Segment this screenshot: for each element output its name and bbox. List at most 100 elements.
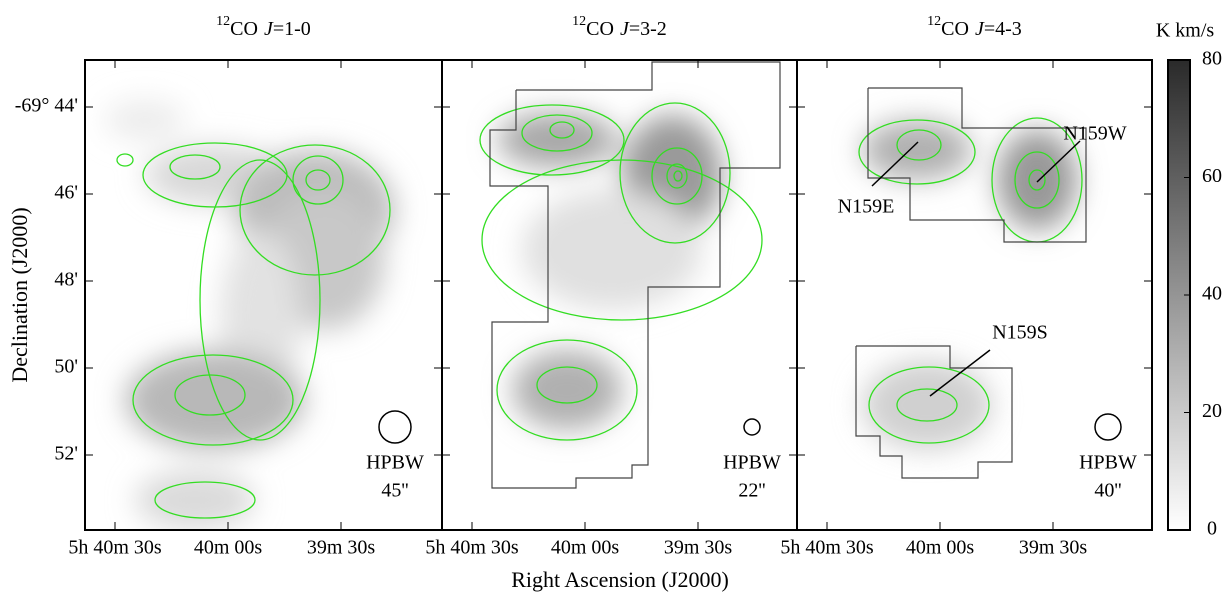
contour: [896, 388, 958, 422]
beam-label: HPBW: [1079, 452, 1137, 474]
beam-label: HPBW: [366, 452, 424, 474]
beam-size: 45'': [381, 480, 408, 502]
maps: [85, 60, 1152, 530]
coverage-outline: [489, 61, 781, 489]
emission-blob: [862, 120, 972, 180]
contour: [305, 169, 331, 191]
emission-blob: [522, 190, 702, 310]
map-panel: [442, 60, 797, 530]
contour: [666, 163, 688, 189]
y-tick-label: 52': [54, 443, 78, 465]
contour: [132, 354, 294, 446]
title-part: J: [620, 18, 630, 40]
map-panel: [797, 60, 1152, 530]
panel-title: 12CO J=1-0: [216, 14, 311, 39]
annotation: N159E: [838, 196, 895, 218]
contour: [619, 102, 731, 244]
y-tick-label: 48': [54, 269, 78, 291]
colorbar-tick-label: 20: [1202, 400, 1222, 422]
contour: [868, 366, 990, 444]
contour: [116, 153, 134, 167]
emission: [862, 120, 1077, 450]
coverage-outline: [867, 87, 1087, 243]
emission: [497, 112, 722, 430]
map-panel: [85, 60, 442, 530]
title-part: J: [975, 18, 985, 40]
contour: [536, 366, 598, 404]
x-tick-label: 40m 00s: [906, 537, 975, 559]
title-part: =1-0: [273, 18, 311, 40]
contour: [239, 144, 391, 276]
colorbar-tick-label: 60: [1202, 165, 1222, 187]
contour: [154, 481, 256, 519]
title-part: 12: [927, 14, 941, 29]
y-tick-label: 50': [54, 356, 78, 378]
beam: [743, 418, 761, 436]
colorbar-tick-label: 0: [1207, 518, 1217, 540]
beam: [1094, 413, 1122, 441]
x-tick-label: 40m 00s: [551, 537, 620, 559]
colorbar-tick-label: 40: [1202, 283, 1222, 305]
beam: [378, 410, 412, 444]
contour: [1014, 151, 1060, 209]
emission-blob: [512, 350, 622, 430]
title-part: CO: [941, 18, 969, 40]
contour: [521, 114, 593, 152]
contour: [858, 119, 976, 185]
annotation: N159S: [992, 322, 1048, 344]
contour: [174, 374, 246, 416]
coverage-outline: [855, 345, 1013, 479]
emission-blob: [105, 100, 185, 140]
emission-blob: [135, 470, 255, 530]
x-tick-label: 5h 40m 30s: [425, 537, 519, 559]
annotation-line: [871, 141, 919, 187]
beam-label: HPBW: [723, 452, 781, 474]
colorbar-unit: K km/s: [1156, 20, 1215, 42]
x-tick-label: 39m 30s: [1019, 537, 1088, 559]
x-tick-label: 40m 00s: [194, 537, 263, 559]
contour: [673, 170, 683, 182]
contour: [479, 104, 625, 176]
contour: [199, 159, 321, 441]
title-part: 12: [572, 14, 586, 29]
emission-blob: [997, 130, 1077, 230]
contour: [292, 155, 344, 205]
emission-blob: [497, 112, 617, 168]
panel-frame: [796, 59, 1153, 531]
x-axis-label: Right Ascension (J2000): [511, 567, 729, 592]
contour: [481, 159, 763, 321]
x-tick-label: 5h 40m 30s: [68, 537, 162, 559]
x-tick-label: 5h 40m 30s: [780, 537, 874, 559]
contour: [549, 121, 575, 139]
contour: [651, 147, 703, 205]
y-axis-label: Declination (J2000): [7, 207, 32, 382]
panel-title: 12CO J=4-3: [927, 14, 1022, 39]
contour: [169, 154, 221, 180]
x-tick-label: 39m 30s: [664, 537, 733, 559]
emission-blob: [862, 360, 992, 450]
annotation: N159W: [1063, 123, 1126, 145]
contour: [1028, 169, 1046, 191]
y-tick-label: 46': [54, 182, 78, 204]
colorbar-tick-label: 80: [1202, 48, 1222, 70]
title-part: =3-2: [629, 18, 667, 40]
title-part: J: [264, 18, 274, 40]
emission: [105, 100, 395, 530]
contour: [896, 129, 942, 161]
beam-size: 40'': [1094, 480, 1121, 502]
contour: [496, 339, 638, 441]
y-tick-label: -69° 44': [15, 95, 78, 117]
annotation-line: [929, 349, 991, 397]
title-part: 12: [216, 14, 230, 29]
title-part: CO: [230, 18, 258, 40]
title-part: CO: [586, 18, 614, 40]
title-part: =4-3: [984, 18, 1022, 40]
panel-title: 12CO J=3-2: [572, 14, 667, 39]
map-background: [797, 60, 1152, 530]
annotation-line: [1036, 140, 1081, 183]
beam-size: 22'': [738, 480, 765, 502]
emission-blob: [125, 350, 305, 450]
x-tick-label: 39m 30s: [307, 537, 376, 559]
